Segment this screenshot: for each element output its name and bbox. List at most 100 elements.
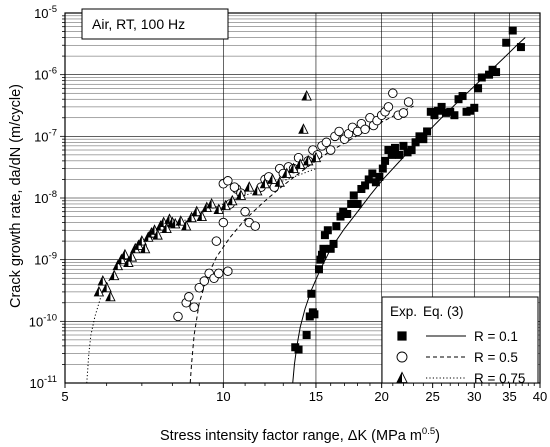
- square-marker: [375, 172, 384, 181]
- triangle-fill: [202, 202, 207, 212]
- square-marker: [508, 26, 517, 35]
- square-marker: [364, 175, 373, 184]
- legend-label: R = 0.1: [474, 329, 518, 344]
- square-marker: [502, 38, 511, 47]
- y-tick-label: 10-11: [30, 374, 58, 391]
- y-tick-base: 10: [30, 376, 44, 391]
- fit-curve-dashed: [189, 105, 414, 384]
- triangle-fill: [150, 225, 155, 235]
- square-marker: [492, 68, 501, 77]
- y-tick-exponent: -11: [44, 374, 57, 385]
- circle-marker: [213, 268, 224, 279]
- circle-marker: [388, 88, 398, 98]
- square-marker: [378, 164, 387, 173]
- square-marker: [336, 212, 345, 221]
- y-tick-base: 10: [34, 191, 48, 206]
- y-tick-label: 10-6: [34, 66, 57, 83]
- triangle-fill: [167, 217, 173, 227]
- triangle-fill: [303, 155, 309, 165]
- square-marker: [319, 244, 328, 253]
- triangle-marker: [235, 189, 247, 200]
- square-marker: [441, 108, 450, 117]
- triangle-fill: [207, 198, 212, 208]
- y-tick-exponent: -9: [49, 251, 57, 262]
- triangle-fill: [289, 163, 294, 173]
- triangle-fill: [192, 206, 197, 216]
- x-axis-title-exponent: 0.5: [422, 426, 435, 437]
- square-marker: [317, 250, 326, 259]
- triangle-fill: [236, 190, 241, 200]
- circle-marker: [396, 351, 408, 363]
- legend-entries: R = 0.1 R = 0.5 R = 0.75: [396, 329, 525, 386]
- legend-eq-header: Eq. (3): [423, 304, 464, 319]
- square-marker: [407, 146, 416, 155]
- triangle-fill: [162, 223, 167, 233]
- square-marker: [349, 191, 358, 200]
- y-tick-label: 10-7: [34, 127, 57, 144]
- triangle-fill: [170, 218, 176, 228]
- triangle-fill: [214, 204, 219, 214]
- x-axis-title: Stress intensity factor range, ΔK (MPa m…: [160, 426, 440, 444]
- triangle-marker: [196, 210, 208, 222]
- triangle-fill: [130, 243, 136, 253]
- square-marker: [381, 156, 390, 165]
- square-marker: [395, 150, 404, 159]
- triangle-marker: [227, 194, 238, 206]
- triangle-marker: [123, 256, 134, 267]
- square-marker: [343, 210, 352, 219]
- square-marker: [347, 199, 356, 208]
- triangle-marker: [259, 177, 271, 189]
- triangle-fill: [295, 159, 301, 169]
- square-marker: [470, 103, 479, 112]
- triangle-marker: [180, 220, 192, 231]
- triangle-fill: [275, 177, 280, 187]
- square-marker: [430, 111, 439, 120]
- triangle-fill: [123, 257, 129, 267]
- circle-marker: [360, 124, 370, 135]
- triangle-fill: [244, 182, 250, 192]
- y-tick-base: 10: [29, 314, 43, 329]
- triangle-marker: [119, 248, 131, 260]
- square-marker: [305, 312, 314, 321]
- square-marker: [446, 107, 455, 116]
- triangle-fill: [311, 152, 316, 162]
- triangle-marker: [108, 269, 120, 281]
- square-marker: [314, 265, 323, 274]
- y-tick-base: 10: [34, 68, 48, 83]
- triangle-fill: [181, 221, 187, 231]
- square-marker: [450, 111, 459, 120]
- circle-marker: [321, 137, 332, 148]
- triangle-marker: [101, 281, 112, 293]
- triangle-marker: [93, 285, 105, 297]
- circle-marker: [223, 266, 233, 276]
- square-marker: [316, 255, 325, 264]
- triangle-fill: [396, 372, 402, 383]
- x-tick-label: 10: [216, 389, 230, 404]
- triangle-marker: [136, 235, 148, 246]
- triangle-fill: [156, 221, 161, 231]
- triangle-marker: [302, 154, 314, 166]
- x-tick-label: 30: [467, 389, 481, 404]
- triangle-fill: [164, 214, 170, 224]
- legend-exp-header: Exp.: [390, 304, 417, 319]
- square-marker: [399, 141, 408, 150]
- y-tick-base: 10: [34, 129, 48, 144]
- triangle-fill: [127, 252, 132, 262]
- x-axis-title-end: ): [435, 428, 440, 444]
- square-marker: [454, 95, 463, 104]
- triangle-marker: [298, 123, 309, 134]
- y-tick-label: 10-10: [29, 312, 57, 329]
- triangle-marker: [186, 211, 197, 223]
- triangle-fill: [102, 282, 107, 292]
- triangle-marker: [112, 259, 124, 271]
- square-marker: [323, 226, 332, 235]
- triangle-fill: [176, 216, 181, 226]
- triangle-marker: [252, 184, 263, 196]
- triangle-fill: [260, 178, 265, 188]
- circle-marker: [211, 236, 222, 246]
- square-marker: [411, 138, 420, 147]
- circle-marker: [194, 283, 205, 293]
- triangle-fill: [116, 254, 122, 264]
- triangle-marker: [191, 205, 202, 217]
- triangle-fill: [221, 200, 226, 210]
